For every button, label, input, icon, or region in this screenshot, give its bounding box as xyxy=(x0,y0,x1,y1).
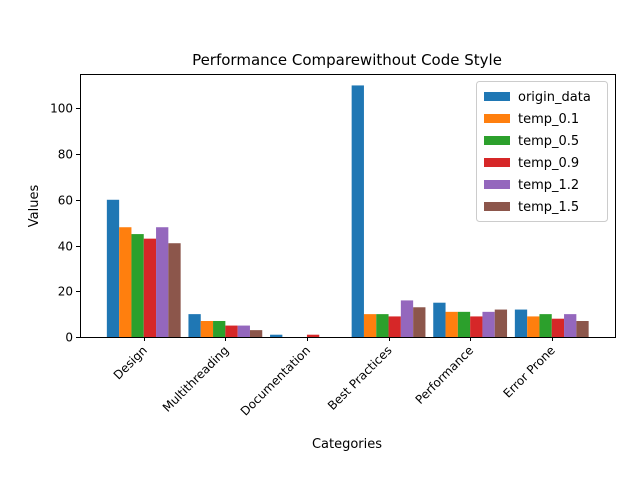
bar-temp_1.2-performance xyxy=(482,311,495,337)
legend-swatch xyxy=(484,92,510,101)
bar-temp_1.2-multithreading xyxy=(237,325,250,337)
legend-label: temp_0.9 xyxy=(518,156,579,171)
y-tick-label: 0 xyxy=(65,331,73,345)
bar-temp_0.5-multithreading xyxy=(213,320,226,337)
x-tick-label: Best Practices xyxy=(325,343,395,413)
legend-label: temp_1.5 xyxy=(518,200,579,215)
bar-temp_1.5-best-practices xyxy=(413,307,426,337)
bar-temp_0.9-multithreading xyxy=(225,325,238,337)
bar-temp_1.2-design xyxy=(156,227,169,337)
legend-swatch xyxy=(484,114,510,123)
bar-temp_1.5-multithreading xyxy=(249,330,263,337)
bar-temp_0.9-performance xyxy=(470,316,483,337)
bar-temp_0.1-performance xyxy=(445,311,458,337)
x-tick-label: Design xyxy=(111,343,150,382)
bar-temp_0.5-error-prone xyxy=(539,314,552,337)
bar-temp_0.1-best-practices xyxy=(363,314,377,337)
legend-swatch xyxy=(484,136,510,145)
bar-origin_data-best-practices xyxy=(351,85,364,338)
bar-origin_data-multithreading xyxy=(188,314,201,337)
bar-temp_0.1-design xyxy=(119,227,132,337)
bar-temp_0.9-design xyxy=(143,238,157,337)
x-tick-label: Multithreading xyxy=(160,343,232,415)
legend-swatch xyxy=(484,202,510,211)
bar-temp_0.9-best-practices xyxy=(388,316,401,337)
bar-temp_1.2-best-practices xyxy=(400,300,414,337)
legend-label: temp_0.1 xyxy=(518,112,579,127)
bar-temp_0.1-multithreading xyxy=(200,320,214,337)
bar-origin_data-error-prone xyxy=(514,309,528,337)
bar-origin_data-performance xyxy=(433,302,446,337)
legend-label: temp_1.2 xyxy=(518,178,579,193)
bar-temp_0.9-error-prone xyxy=(551,318,565,337)
y-tick-label: 60 xyxy=(58,194,73,208)
bar-temp_1.5-design xyxy=(168,243,181,337)
bar-temp_1.2-error-prone xyxy=(564,314,577,337)
y-axis-title: Values xyxy=(27,185,42,228)
bar-temp_0.5-design xyxy=(131,234,144,337)
x-axis-title: Categories xyxy=(312,437,382,452)
x-tick-label: Error Prone xyxy=(501,343,558,400)
bar-origin_data-design xyxy=(106,199,120,337)
bar-temp_0.5-best-practices xyxy=(376,314,389,337)
legend-swatch xyxy=(484,158,510,167)
y-tick-label: 80 xyxy=(58,148,73,162)
legend-label: origin_data xyxy=(518,90,591,105)
bar-temp_0.9-documentation xyxy=(306,334,320,337)
legend: origin_data temp_0.1 temp_0.5 temp_0.9 temp_… xyxy=(476,81,608,222)
bar-temp_0.5-performance xyxy=(457,311,471,337)
legend-swatch xyxy=(484,180,510,189)
y-tick-label: 40 xyxy=(58,240,73,254)
bar-temp_0.1-error-prone xyxy=(527,316,540,337)
bars-group xyxy=(106,85,589,338)
x-tick-label: Performance xyxy=(413,343,477,407)
plot-frame xyxy=(80,74,616,338)
x-tick-label: Documentation xyxy=(238,343,313,418)
bar-temp_1.5-performance xyxy=(494,309,508,337)
chart-title: Performance Comparewithout Code Style xyxy=(192,51,502,69)
y-axis: 0 20 40 60 80 100 xyxy=(50,102,80,345)
legend-label: temp_0.5 xyxy=(518,134,579,149)
y-tick-label: 100 xyxy=(50,102,73,116)
bar-origin_data-documentation xyxy=(270,334,283,337)
bar-temp_1.5-error-prone xyxy=(576,320,589,337)
x-axis: Design Multithreading Documentation Best Pr… xyxy=(111,337,558,419)
y-tick-label: 20 xyxy=(58,285,73,299)
